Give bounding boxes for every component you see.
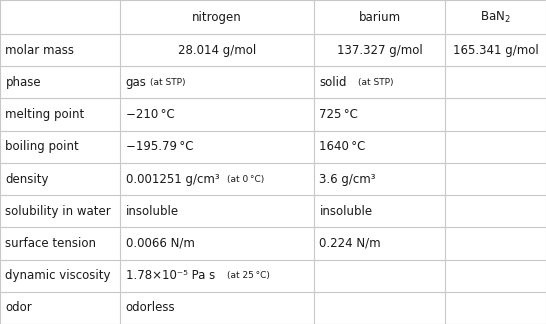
Text: 3.6 g/cm³: 3.6 g/cm³ — [319, 172, 376, 186]
Text: 137.327 g/mol: 137.327 g/mol — [336, 44, 423, 57]
Text: solid: solid — [319, 76, 347, 89]
Text: phase: phase — [5, 76, 41, 89]
Text: −210 °C: −210 °C — [126, 108, 174, 121]
Text: odor: odor — [5, 301, 32, 314]
Text: density: density — [5, 172, 49, 186]
Text: (at 25 °C): (at 25 °C) — [228, 271, 270, 280]
Text: solubility in water: solubility in water — [5, 205, 111, 218]
Text: nitrogen: nitrogen — [192, 10, 242, 24]
Text: gas: gas — [126, 76, 146, 89]
Text: surface tension: surface tension — [5, 237, 97, 250]
Text: boiling point: boiling point — [5, 140, 79, 153]
Text: melting point: melting point — [5, 108, 85, 121]
Text: odorless: odorless — [126, 301, 175, 314]
Text: 1640 °C: 1640 °C — [319, 140, 366, 153]
Text: 725 °C: 725 °C — [319, 108, 358, 121]
Text: (at 0 °C): (at 0 °C) — [228, 175, 265, 183]
Text: −195.79 °C: −195.79 °C — [126, 140, 193, 153]
Text: 0.224 N/m: 0.224 N/m — [319, 237, 381, 250]
Text: barium: barium — [358, 10, 401, 24]
Text: (at STP): (at STP) — [358, 78, 393, 87]
Text: 0.001251 g/cm³: 0.001251 g/cm³ — [126, 172, 219, 186]
Text: insoluble: insoluble — [126, 205, 179, 218]
Text: 0.0066 N/m: 0.0066 N/m — [126, 237, 194, 250]
Text: (at STP): (at STP) — [150, 78, 185, 87]
Text: molar mass: molar mass — [5, 44, 74, 57]
Text: BaN$_2$: BaN$_2$ — [480, 9, 511, 25]
Text: 28.014 g/mol: 28.014 g/mol — [178, 44, 256, 57]
Text: 165.341 g/mol: 165.341 g/mol — [453, 44, 538, 57]
Text: dynamic viscosity: dynamic viscosity — [5, 269, 111, 282]
Text: 1.78×10⁻⁵ Pa s: 1.78×10⁻⁵ Pa s — [126, 269, 215, 282]
Text: insoluble: insoluble — [319, 205, 372, 218]
